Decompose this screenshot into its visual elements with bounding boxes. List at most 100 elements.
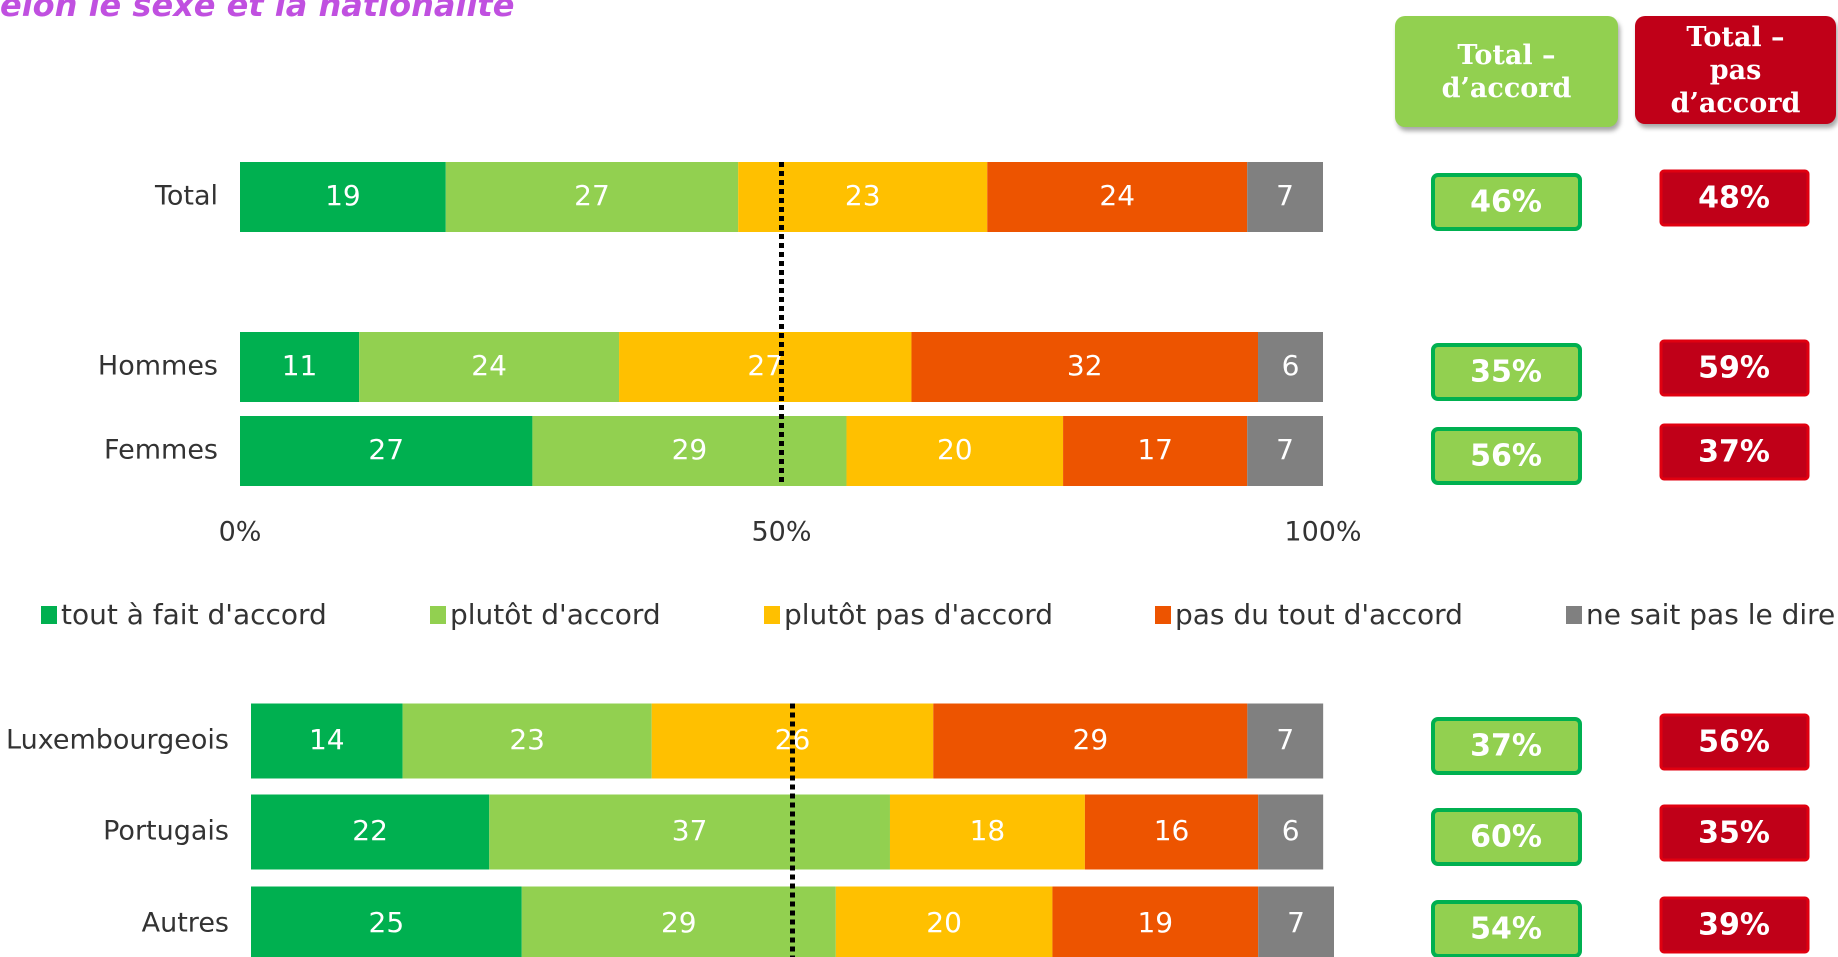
agree-total-box — [1431, 343, 1582, 401]
category-label: Portugais — [103, 816, 229, 847]
data-label: 18 — [970, 814, 1006, 847]
bar-segment — [402, 703, 652, 779]
category-label: Autres — [142, 908, 229, 939]
disagree-total-box — [1659, 423, 1810, 481]
bar-segment — [846, 416, 1064, 486]
category-label: Femmes — [104, 435, 218, 466]
agree-total-box — [1431, 808, 1582, 866]
data-label: 14 — [309, 723, 345, 756]
disagree-total-box — [1659, 896, 1810, 954]
legend-swatch — [41, 606, 57, 624]
disagree-total-label: 35% — [1698, 816, 1770, 851]
bar-segment — [987, 162, 1248, 232]
data-label: 6 — [1282, 814, 1300, 847]
bar-segment — [1084, 794, 1259, 870]
title: elon le sexe et la nationalité — [0, 0, 515, 24]
disagree-total-box — [1659, 804, 1810, 862]
legend-swatch — [1566, 606, 1582, 624]
bar-segment — [1258, 794, 1324, 870]
data-label: 27 — [368, 433, 404, 466]
category-label: Total — [154, 181, 218, 212]
data-label: 7 — [1276, 433, 1294, 466]
data-label: 19 — [325, 179, 361, 212]
x-tick-label: 100% — [1284, 517, 1361, 548]
agree-total-box — [1431, 717, 1582, 775]
agree-total-label: 35% — [1470, 355, 1542, 390]
bar-segment — [1052, 886, 1259, 957]
data-label: 29 — [1073, 723, 1109, 756]
data-label: 19 — [1137, 906, 1173, 939]
legend-label: pas du tout d'accord — [1175, 598, 1463, 631]
bar-segment — [240, 332, 360, 402]
agree-header: Total – d’accord — [1395, 16, 1618, 127]
bar-segment — [251, 886, 522, 957]
agree-total-box — [1431, 427, 1582, 485]
bar-segment — [1247, 162, 1323, 232]
data-label: 24 — [471, 349, 507, 382]
bar-segment — [933, 703, 1248, 779]
bar-segment — [1063, 416, 1248, 486]
disagree-total-label: 48% — [1698, 181, 1770, 216]
data-label: 32 — [1067, 349, 1103, 382]
data-label: 7 — [1276, 179, 1294, 212]
category-label: Hommes — [98, 351, 218, 382]
bar-segment — [619, 332, 912, 402]
data-label: 20 — [926, 906, 962, 939]
legend-label: plutôt pas d'accord — [784, 598, 1053, 631]
data-label: 29 — [672, 433, 708, 466]
bar-segment — [240, 162, 446, 232]
data-label: 7 — [1287, 906, 1305, 939]
bar-segment — [835, 886, 1053, 957]
agree-total-label: 37% — [1470, 729, 1542, 764]
data-label: 37 — [672, 814, 708, 847]
bar-segment — [889, 794, 1085, 870]
bar-segment — [911, 332, 1259, 402]
agree-total-box — [1431, 900, 1582, 957]
disagree-total-box — [1659, 713, 1810, 771]
disagree-total-label: 59% — [1698, 351, 1770, 386]
bar-segment — [359, 332, 620, 402]
data-label: 22 — [352, 814, 388, 847]
bar-segment — [445, 162, 739, 232]
bar-segment — [521, 886, 836, 957]
bar-segment — [251, 703, 403, 779]
x-tick-label: 0% — [219, 517, 262, 548]
bar-segment — [1247, 416, 1323, 486]
agree-total-label: 56% — [1470, 439, 1542, 474]
data-label: 27 — [747, 349, 783, 382]
data-label: 11 — [282, 349, 318, 382]
data-label: 20 — [937, 433, 973, 466]
disagree-total-label: 37% — [1698, 435, 1770, 470]
data-label: 23 — [845, 179, 881, 212]
legend-swatch — [430, 606, 446, 624]
data-label: 27 — [574, 179, 610, 212]
data-label: 23 — [509, 723, 545, 756]
legend-label: ne sait pas le dire — [1586, 598, 1835, 631]
bar-segment — [251, 794, 490, 870]
bar-segment — [1247, 703, 1324, 779]
disagree-header: Total – pas d’accord — [1635, 16, 1836, 124]
agree-total-label: 54% — [1470, 912, 1542, 947]
bar-segment — [1258, 886, 1334, 957]
disagree-total-box — [1659, 169, 1810, 227]
bar-segment — [240, 416, 533, 486]
disagree-total-box — [1659, 339, 1810, 397]
x-tick-label: 50% — [751, 517, 811, 548]
data-label: 6 — [1282, 349, 1300, 382]
legend-label: plutôt d'accord — [450, 598, 661, 631]
legend-swatch — [1155, 606, 1171, 624]
bar-segment — [1258, 332, 1323, 402]
disagree-total-label: 39% — [1698, 908, 1770, 943]
data-label: 17 — [1137, 433, 1173, 466]
disagree-total-label: 56% — [1698, 725, 1770, 760]
bar-segment — [489, 794, 890, 870]
agree-total-label: 60% — [1470, 820, 1542, 855]
bar-segment — [532, 416, 847, 486]
data-label: 29 — [661, 906, 697, 939]
data-label: 24 — [1099, 179, 1135, 212]
agree-total-box — [1431, 173, 1582, 231]
legend-label: tout à fait d'accord — [61, 598, 327, 631]
agree-total-label: 46% — [1470, 185, 1542, 220]
